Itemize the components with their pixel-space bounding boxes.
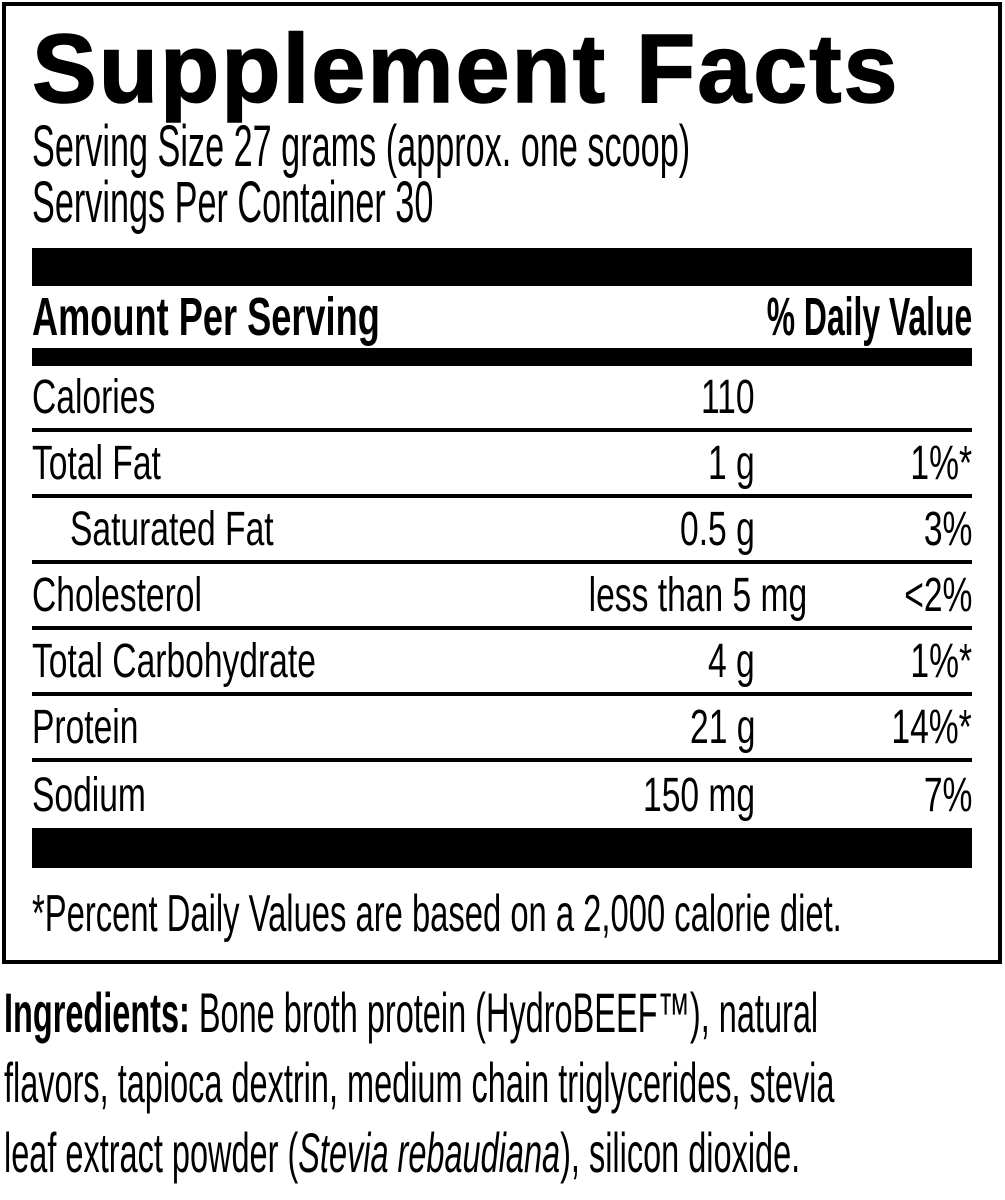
nutrient-amount: 4 g [708,634,755,688]
nutrient-daily-value: 7% [923,768,972,822]
nutrient-name: Calories [32,370,156,424]
nutrient-daily-value: 3% [923,502,972,556]
servings-per-container-line: Servings Per Container 30 [32,170,972,235]
servings-per-container-text: Servings Per Container 30 [32,170,434,235]
daily-value-header: % Daily Value [766,287,972,347]
serving-size-text: Serving Size 27 grams (approx. one scoop… [32,114,691,179]
nutrient-row-total-fat: Total Fat 1 g 1%* [32,432,972,498]
nutrient-row-sodium: Sodium 150 mg 7% [32,762,972,828]
nutrient-daily-value: 1%* [910,634,972,688]
ingredients-line-2-text: flavors, tapioca dextrin, medium chain t… [4,1051,835,1114]
thick-separator-bar-top [32,248,972,286]
panel-title: Supplement Facts [31,14,900,123]
nutrient-row-cholesterol: Cholesterol less than 5 mg <2% [32,564,972,630]
nutrient-row-total-carbohydrate: Total Carbohydrate 4 g 1%* [32,630,972,696]
ingredients-line-3: leaf extract powder (Stevia rebaudiana),… [4,1118,1005,1188]
nutrient-amount: less than 5 mg [588,568,808,622]
nutrient-name: Sodium [32,768,146,822]
nutrient-daily-value: <2% [903,568,972,622]
ingredients-line-3-post: ), silicon dioxide. [560,1121,801,1184]
ingredients-line-1: Ingredients: Bone broth protein (HydroBE… [4,978,1005,1048]
nutrient-name: Total Carbohydrate [32,634,316,688]
thick-separator-bar-header [32,348,972,366]
serving-size-line: Serving Size 27 grams (approx. one scoop… [32,114,972,179]
nutrient-amount: 110 [701,370,755,424]
nutrient-row-saturated-fat: Saturated Fat 0.5 g 3% [32,498,972,564]
ingredients-line-1-text: Bone broth protein (HydroBEEF™), natural [189,981,819,1044]
nutrient-amount: 150 mg [642,768,755,822]
column-header-row: Amount Per Serving % Daily Value [32,286,972,348]
amount-per-serving-header: Amount Per Serving [32,287,380,347]
nutrient-amount: 21 g [689,700,755,754]
nutrient-amount: 0.5 g [680,502,755,556]
supplement-facts-panel: Supplement Facts Serving Size 27 grams (… [2,2,1002,964]
ingredients-line-2: flavors, tapioca dextrin, medium chain t… [4,1048,1005,1118]
nutrient-amount: 1 g [708,436,755,490]
nutrient-name: Cholesterol [32,568,202,622]
ingredients-line-3-pre: leaf extract powder ( [4,1121,299,1184]
ingredients-species-name: Stevia rebaudiana [298,1121,561,1184]
nutrient-row-calories: Calories 110 [32,366,972,432]
nutrient-daily-value: 1%* [910,436,972,490]
nutrient-name: Total Fat [32,436,161,490]
nutrient-name: Protein [32,700,139,754]
thick-separator-bar-bottom [32,828,972,868]
ingredients-paragraph: Ingredients: Bone broth protein (HydroBE… [0,978,1005,1188]
nutrient-row-protein: Protein 21 g 14%* [32,696,972,762]
daily-value-footnote: *Percent Daily Values are based on a 2,0… [32,868,972,960]
ingredients-label: Ingredients: [4,981,190,1044]
nutrient-name: Saturated Fat [70,502,274,556]
nutrient-daily-value: 14%* [891,700,972,754]
footnote-text: *Percent Daily Values are based on a 2,0… [32,885,842,943]
